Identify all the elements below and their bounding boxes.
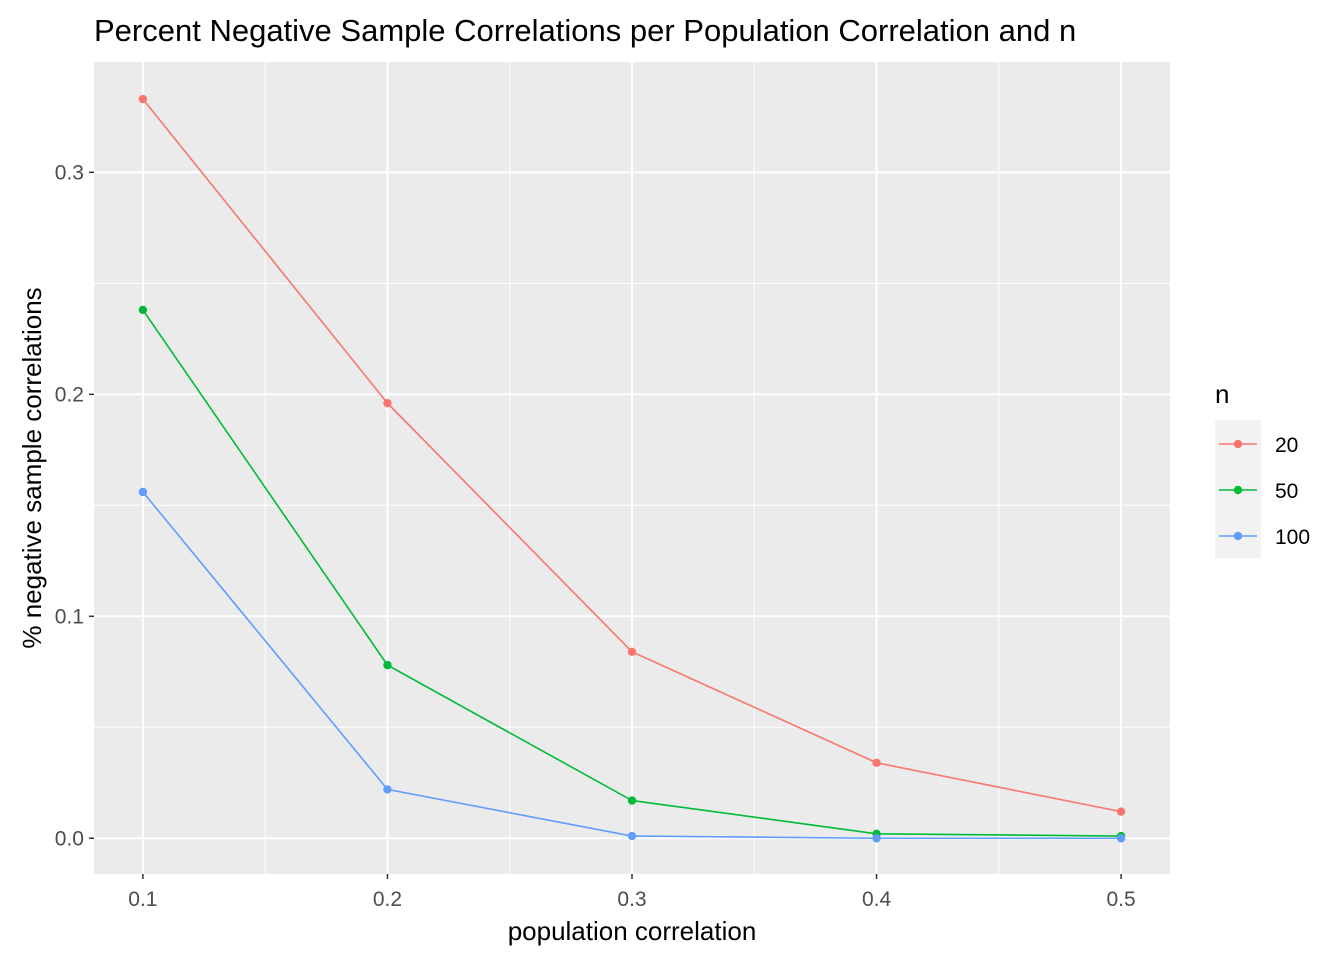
data-point	[627, 796, 637, 805]
legend-key-point	[1233, 485, 1243, 495]
x-tick-label: 0.5	[1106, 888, 1135, 911]
legend-label: 50	[1275, 480, 1298, 503]
series-100	[138, 487, 1126, 843]
data-point	[138, 305, 148, 315]
legend-label: 20	[1275, 434, 1298, 457]
series-50	[138, 305, 1126, 841]
legend-title: n	[1215, 379, 1229, 409]
y-tick-label: 0.0	[55, 827, 84, 850]
series-20	[138, 94, 1126, 816]
chart-title: Percent Negative Sample Correlations per…	[94, 13, 1076, 48]
legend-item: 100	[1219, 526, 1310, 549]
y-axis: 0.0 0.1 0.2 0.3	[55, 161, 94, 850]
y-tick-label: 0.3	[55, 161, 84, 184]
data-point	[138, 94, 148, 104]
x-tick-label: 0.3	[617, 888, 646, 911]
legend-item: 50	[1219, 480, 1298, 503]
legend-key-point	[1233, 531, 1243, 541]
major-gridlines	[94, 62, 1170, 874]
x-axis-title: population correlation	[508, 916, 757, 946]
data-point	[138, 487, 148, 497]
data-point	[383, 660, 392, 670]
legend: n 20 50 100	[1215, 379, 1310, 558]
data-point	[627, 831, 637, 841]
data-point	[1116, 807, 1126, 816]
x-tick-label: 0.4	[862, 888, 892, 911]
x-axis: 0.1 0.2 0.3 0.4 0.5	[128, 874, 1136, 911]
x-tick-label: 0.2	[373, 888, 402, 911]
y-tick-label: 0.1	[55, 605, 84, 628]
data-point	[383, 398, 392, 408]
data-point	[872, 758, 881, 767]
data-point	[1116, 834, 1126, 843]
x-tick-label: 0.1	[128, 888, 157, 911]
y-axis-title: % negative sample correlations	[17, 287, 47, 648]
legend-label: 100	[1275, 526, 1310, 549]
series-layer	[138, 94, 1126, 843]
data-point	[627, 647, 637, 656]
legend-item: 20	[1219, 434, 1298, 457]
legend-key-point	[1233, 439, 1243, 449]
data-point	[383, 785, 392, 794]
y-tick-label: 0.2	[55, 383, 84, 406]
data-point	[872, 834, 881, 843]
